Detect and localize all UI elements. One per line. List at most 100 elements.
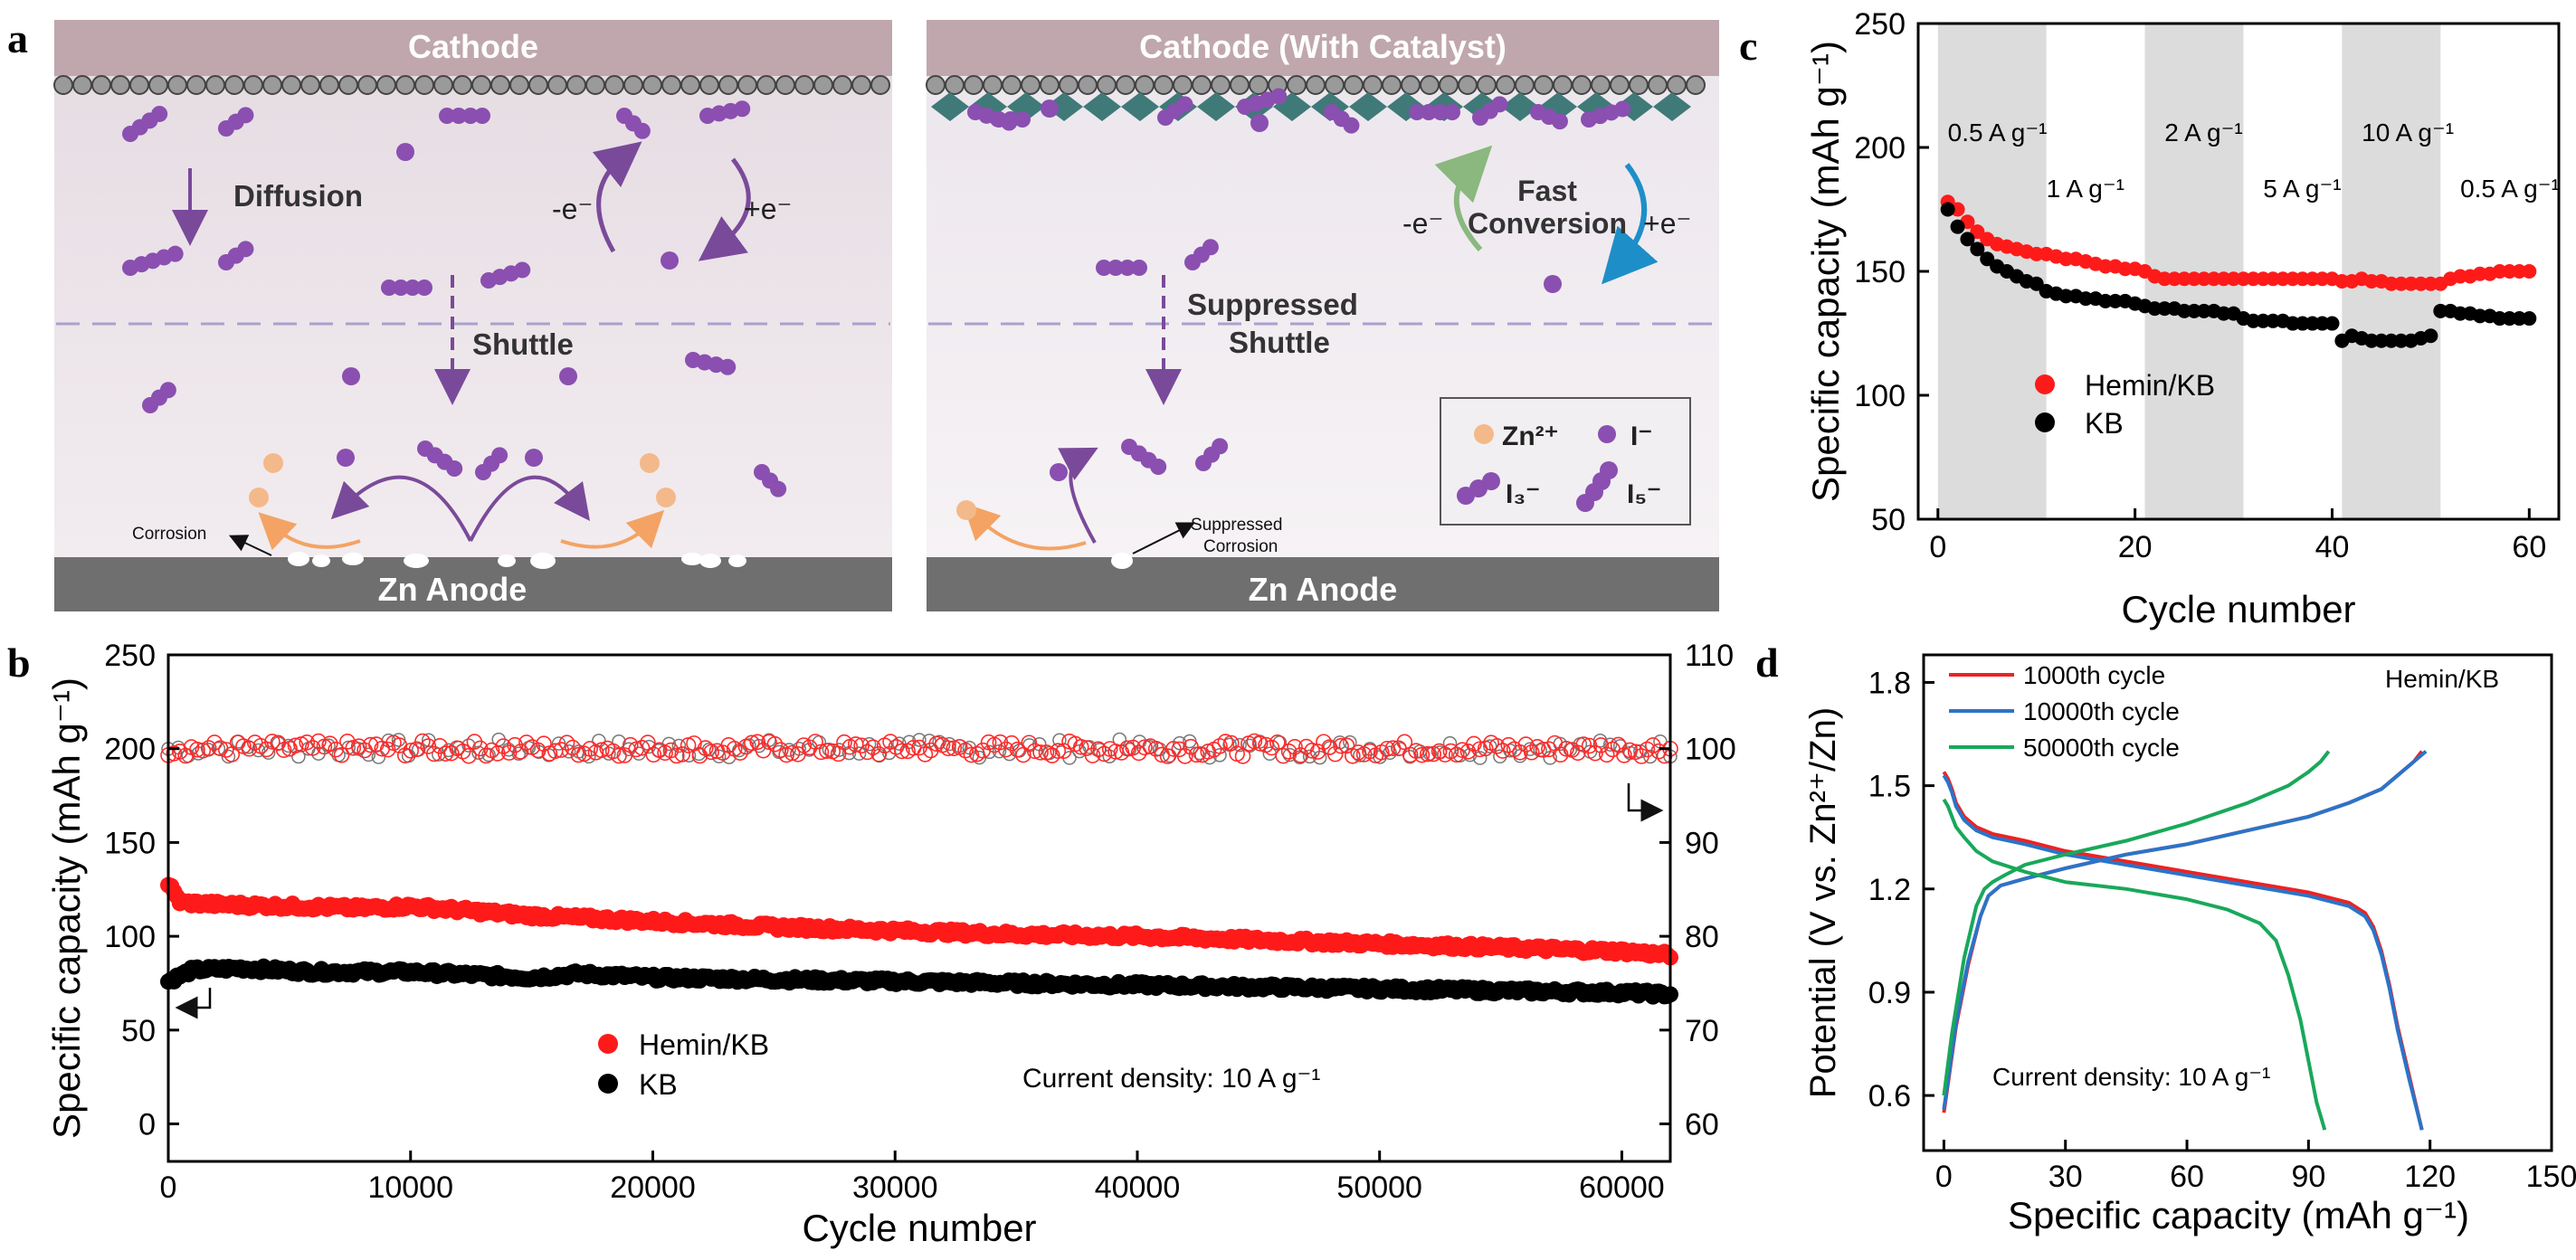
cathode-particle [1496,75,1516,95]
cathode-particle [1648,75,1668,95]
ce-point-hemin [1021,734,1038,752]
cathode-particle [1686,75,1706,95]
suppressed-corrosion-label-1: Suppressed [1191,516,1282,535]
ce-point-hemin [1287,738,1303,755]
iodide-ion [559,367,577,385]
ce-point-hemin [1587,744,1603,762]
ce-point-hemin [287,737,304,754]
ce-point-hemin [801,739,818,756]
ce-point-hemin [1598,746,1615,763]
cathode-particle [1363,75,1383,95]
cathode-particle [395,75,415,95]
ce-point-hemin [1466,735,1482,753]
conversion-label: Conversion [1468,207,1627,240]
ce-point-kb [1172,735,1187,751]
fast-reduction-arrow [1602,163,1659,285]
ce-point-hemin [575,745,593,763]
ce-point-hemin [1084,747,1101,763]
cathode-particle [945,75,965,95]
ce-point-hemin [339,734,356,750]
ce-point-hemin [703,744,719,761]
ce-point-kb [1472,751,1488,765]
iodide-cluster [1324,104,1360,134]
iodide-ion [1050,463,1068,481]
cathode-particle [1097,75,1117,95]
data-point-kb [1980,251,1995,267]
x-tick-label: 0 [1929,530,1946,564]
iodide-cluster [218,241,254,270]
fast-oxidation-arrow [1434,145,1493,251]
y-tick-label: 200 [1854,131,1906,166]
ce-point-hemin [1570,744,1586,762]
zn-ion-legend-label: Zn²⁺ [1502,422,1558,451]
ce-point-hemin [218,742,234,758]
rate-band [2342,24,2441,519]
cathode-particle [926,75,946,95]
ce-point-hemin [749,734,766,751]
ce-point-hemin [1575,736,1592,753]
iodide-cluster [616,108,651,139]
cathode-particle [1553,75,1573,95]
cathode-particle [357,75,377,95]
iodide-cluster [381,279,433,296]
zinc-ion [249,488,269,507]
ce-point-hemin [1119,740,1136,757]
ce-point-hemin [1304,743,1320,759]
ce-point-hemin [275,742,292,758]
ce-point-hemin [766,735,784,753]
cathode-particle [832,75,852,95]
voltage-curve-discharge [1942,798,2327,1131]
cathode-particle [376,75,396,95]
ce-point-hemin [345,739,362,756]
rate-band [2144,24,2244,519]
y2-tick-label: 100 [1685,733,1736,767]
ce-point-hemin [408,741,425,758]
ce-point-hemin [547,743,564,760]
y-tick-label: 150 [104,826,156,860]
cathode-particle [1610,75,1630,95]
voltage-curve-charge [1942,750,2424,1113]
iodide-cluster [475,447,509,480]
cathode-particle [547,75,567,95]
x-tick-label: 150 [2526,1160,2576,1194]
ce-point-kb [671,738,687,753]
cathode-particle [509,75,529,95]
triiodide-legend-label: I₃⁻ [1506,479,1540,509]
catalyst-diamond [1121,92,1159,121]
legend-marker-kb-b [598,1074,618,1094]
y2-tick-label: 80 [1685,920,1719,954]
chart-d-xlabel: Specific capacity (mAh g⁻¹) [2008,1194,2469,1236]
y-tick-label: 150 [1854,255,1906,289]
ce-point-hemin [1650,743,1668,760]
minus-e-label: -e⁻ [552,193,593,225]
ce-point-hemin [443,744,460,762]
iodide-cluster [417,441,463,478]
zn-dissolution-arrow-right [560,509,665,549]
ce-point-hemin [622,736,639,753]
ce-point-hemin [1592,737,1610,753]
cathode-particle [699,75,719,95]
cathode-particle [1667,75,1687,95]
cathode-particle [205,75,225,95]
cathode-particle [319,75,339,95]
cathode-particle [1458,75,1478,95]
ce-point-hemin [1552,746,1569,763]
ce-point-hemin [669,747,685,764]
chart-b-annotation: Current density: 10 A g⁻¹ [1022,1064,1320,1094]
schematic-right: Cathode (With Catalyst) Zn Anode Suppres… [926,20,1719,611]
legend-label: 10000th cycle [2023,697,2180,725]
zinc-ion [640,453,660,473]
cathode-particle [1344,75,1364,95]
chart-d-sample-label: Hemin/KB [2385,665,2499,693]
ce-point-hemin [870,746,888,763]
ce-point-hemin [997,741,1014,758]
ce-point-hemin [1176,748,1193,764]
ce-point-kb [592,734,606,748]
cathode-particle [1382,75,1402,95]
cathode-particle [338,75,358,95]
cathode-particle [623,75,643,95]
ce-point-hemin [790,745,806,763]
suppressed-shuttle-label-2: Shuttle [1229,326,1330,359]
ce-point-hemin [461,747,477,764]
cathode-particle [1249,75,1269,95]
